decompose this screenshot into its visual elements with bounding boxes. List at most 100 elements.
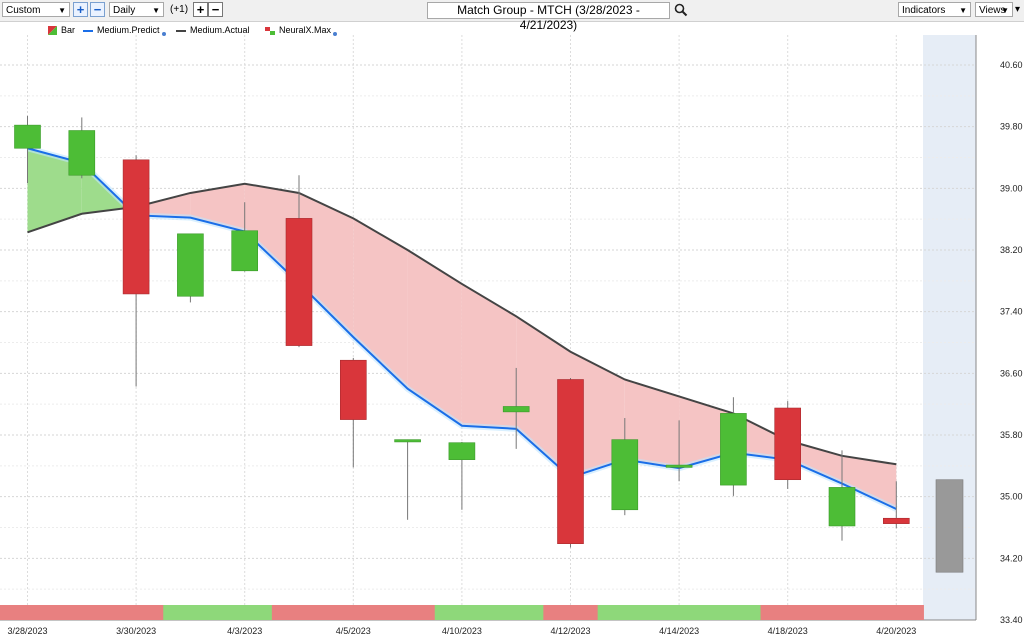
chart-grid — [0, 35, 977, 621]
band-fill — [461, 283, 517, 429]
chevron-down-icon: ▼ — [58, 6, 66, 15]
chevron-down-icon: ▼ — [152, 6, 160, 15]
offset-decrease-button[interactable]: − — [208, 2, 223, 17]
views-select[interactable]: Views ▼ — [975, 2, 1013, 17]
band-fill — [81, 162, 129, 214]
band-fill — [516, 316, 571, 478]
signal-strip — [0, 605, 924, 620]
band-fill — [27, 148, 82, 233]
info-dot-icon — [161, 32, 166, 36]
signal-strip-cell — [326, 605, 381, 620]
y-tick-label: 34.20 — [1000, 553, 1023, 563]
signal-strip-cell — [706, 605, 762, 620]
y-tick-label: 39.80 — [1000, 122, 1023, 132]
x-axis: 3/28/2023 3/30/2023 4/3/2023 4/5/2023 4/10/2… — [7, 626, 916, 636]
candle-body — [394, 439, 421, 443]
band-fill — [570, 351, 625, 478]
actual-line — [27, 182, 897, 466]
signal-strip-cell — [651, 605, 707, 620]
chevron-down-icon: ▼ — [959, 6, 967, 15]
x-tick-label: 4/18/2023 — [768, 626, 808, 636]
y-tick-label: 40.60 — [1000, 60, 1023, 70]
forecast-bar — [935, 479, 964, 573]
area-fills — [27, 148, 897, 509]
candle-body — [502, 406, 530, 413]
candle-body — [828, 487, 856, 527]
signal-strip-cell — [271, 605, 327, 620]
zoom-in-button[interactable]: + — [73, 2, 88, 17]
y-tick-label: 33.40 — [1000, 615, 1023, 625]
interval-select-value: Daily — [113, 5, 136, 16]
indicators-select[interactable]: Indicators ▼ — [898, 2, 971, 17]
layout-select-value: Custom — [6, 5, 41, 16]
band-fill — [624, 379, 680, 469]
y-tick-label: 37.40 — [1000, 307, 1023, 317]
candle-body — [68, 130, 96, 176]
predict-line-glow — [26, 145, 898, 512]
search-icon[interactable] — [674, 3, 688, 17]
legend-item-bar[interactable]: Bar — [48, 24, 75, 36]
actual-line-icon — [176, 29, 186, 32]
band-fill — [679, 396, 734, 469]
candle-body — [285, 218, 313, 346]
toolbar: Custom ▼ + − Daily ▼ (+1) + − Match Grou… — [0, 0, 1024, 32]
band-fill — [353, 218, 408, 389]
x-tick-label: 4/5/2023 — [336, 626, 371, 636]
band-fill — [787, 440, 842, 484]
candle-body — [231, 230, 258, 272]
chevron-down-icon: ▼ — [1001, 6, 1009, 15]
legend-predict-label: Medium.Predict — [97, 25, 160, 35]
x-tick-label: 3/30/2023 — [116, 626, 156, 636]
band-fill — [842, 455, 897, 509]
signal-strip-cell — [489, 605, 544, 620]
candle-body — [339, 359, 367, 420]
y-tick-label: 35.80 — [1000, 430, 1023, 440]
indicator-lines — [26, 145, 898, 512]
x-tick-label: 4/10/2023 — [442, 626, 482, 636]
more-options-button[interactable]: ▾ — [1015, 4, 1021, 15]
candle-body — [665, 464, 693, 468]
y-tick-label: 38.20 — [1000, 245, 1023, 255]
info-dot-icon — [333, 32, 338, 36]
y-tick-label: 39.00 — [1000, 183, 1023, 193]
signal-strip-cell — [760, 605, 816, 620]
interval-select[interactable]: Daily ▼ — [109, 2, 164, 17]
band-fill — [190, 183, 245, 232]
legend-item-predict[interactable]: Medium.Predict — [83, 24, 166, 36]
views-label: Views — [979, 5, 1006, 16]
x-tick-label: 4/3/2023 — [227, 626, 262, 636]
y-tick-label: 35.00 — [1000, 492, 1023, 502]
signal-strip-cell — [869, 605, 924, 620]
signal-strip-cell — [0, 605, 56, 620]
offset-increase-button[interactable]: + — [193, 2, 208, 17]
x-tick-label: 4/14/2023 — [659, 626, 699, 636]
candle-body — [122, 159, 150, 295]
layout-select[interactable]: Custom ▼ — [2, 2, 70, 17]
bar-legend-icon — [48, 26, 57, 36]
candle-body — [14, 124, 41, 149]
legend-item-neuralx[interactable]: NeuralX.Max — [265, 24, 338, 36]
candle-body — [611, 439, 639, 511]
signal-strip-cell — [108, 605, 164, 620]
candle-body — [882, 517, 910, 524]
predict-line — [27, 147, 897, 510]
candle-body — [557, 379, 584, 544]
legend-item-actual[interactable]: Medium.Actual — [176, 24, 250, 36]
indicators-label: Indicators — [902, 5, 946, 16]
signal-strip-cell — [380, 605, 436, 620]
zoom-out-button[interactable]: − — [90, 2, 105, 17]
offset-label: (+1) — [170, 4, 189, 15]
chart-title: Match Group - MTCH (3/28/2023 - 4/21/202… — [427, 2, 670, 32]
candle-body — [448, 442, 476, 460]
signal-strip-cell — [434, 605, 490, 620]
candle-body — [177, 233, 204, 297]
y-axis: 40.60 39.80 39.00 38.20 37.40 36.60 35.80 35.00… — [1000, 60, 1023, 625]
x-tick-label: 4/20/2023 — [876, 626, 916, 636]
signal-strip-cell — [163, 605, 219, 620]
legend-bar-label: Bar — [61, 25, 76, 35]
forecast-region — [923, 35, 976, 620]
band-fill — [244, 183, 299, 284]
legend-actual-label: Medium.Actual — [190, 25, 250, 35]
signal-strip-cell — [54, 605, 110, 620]
